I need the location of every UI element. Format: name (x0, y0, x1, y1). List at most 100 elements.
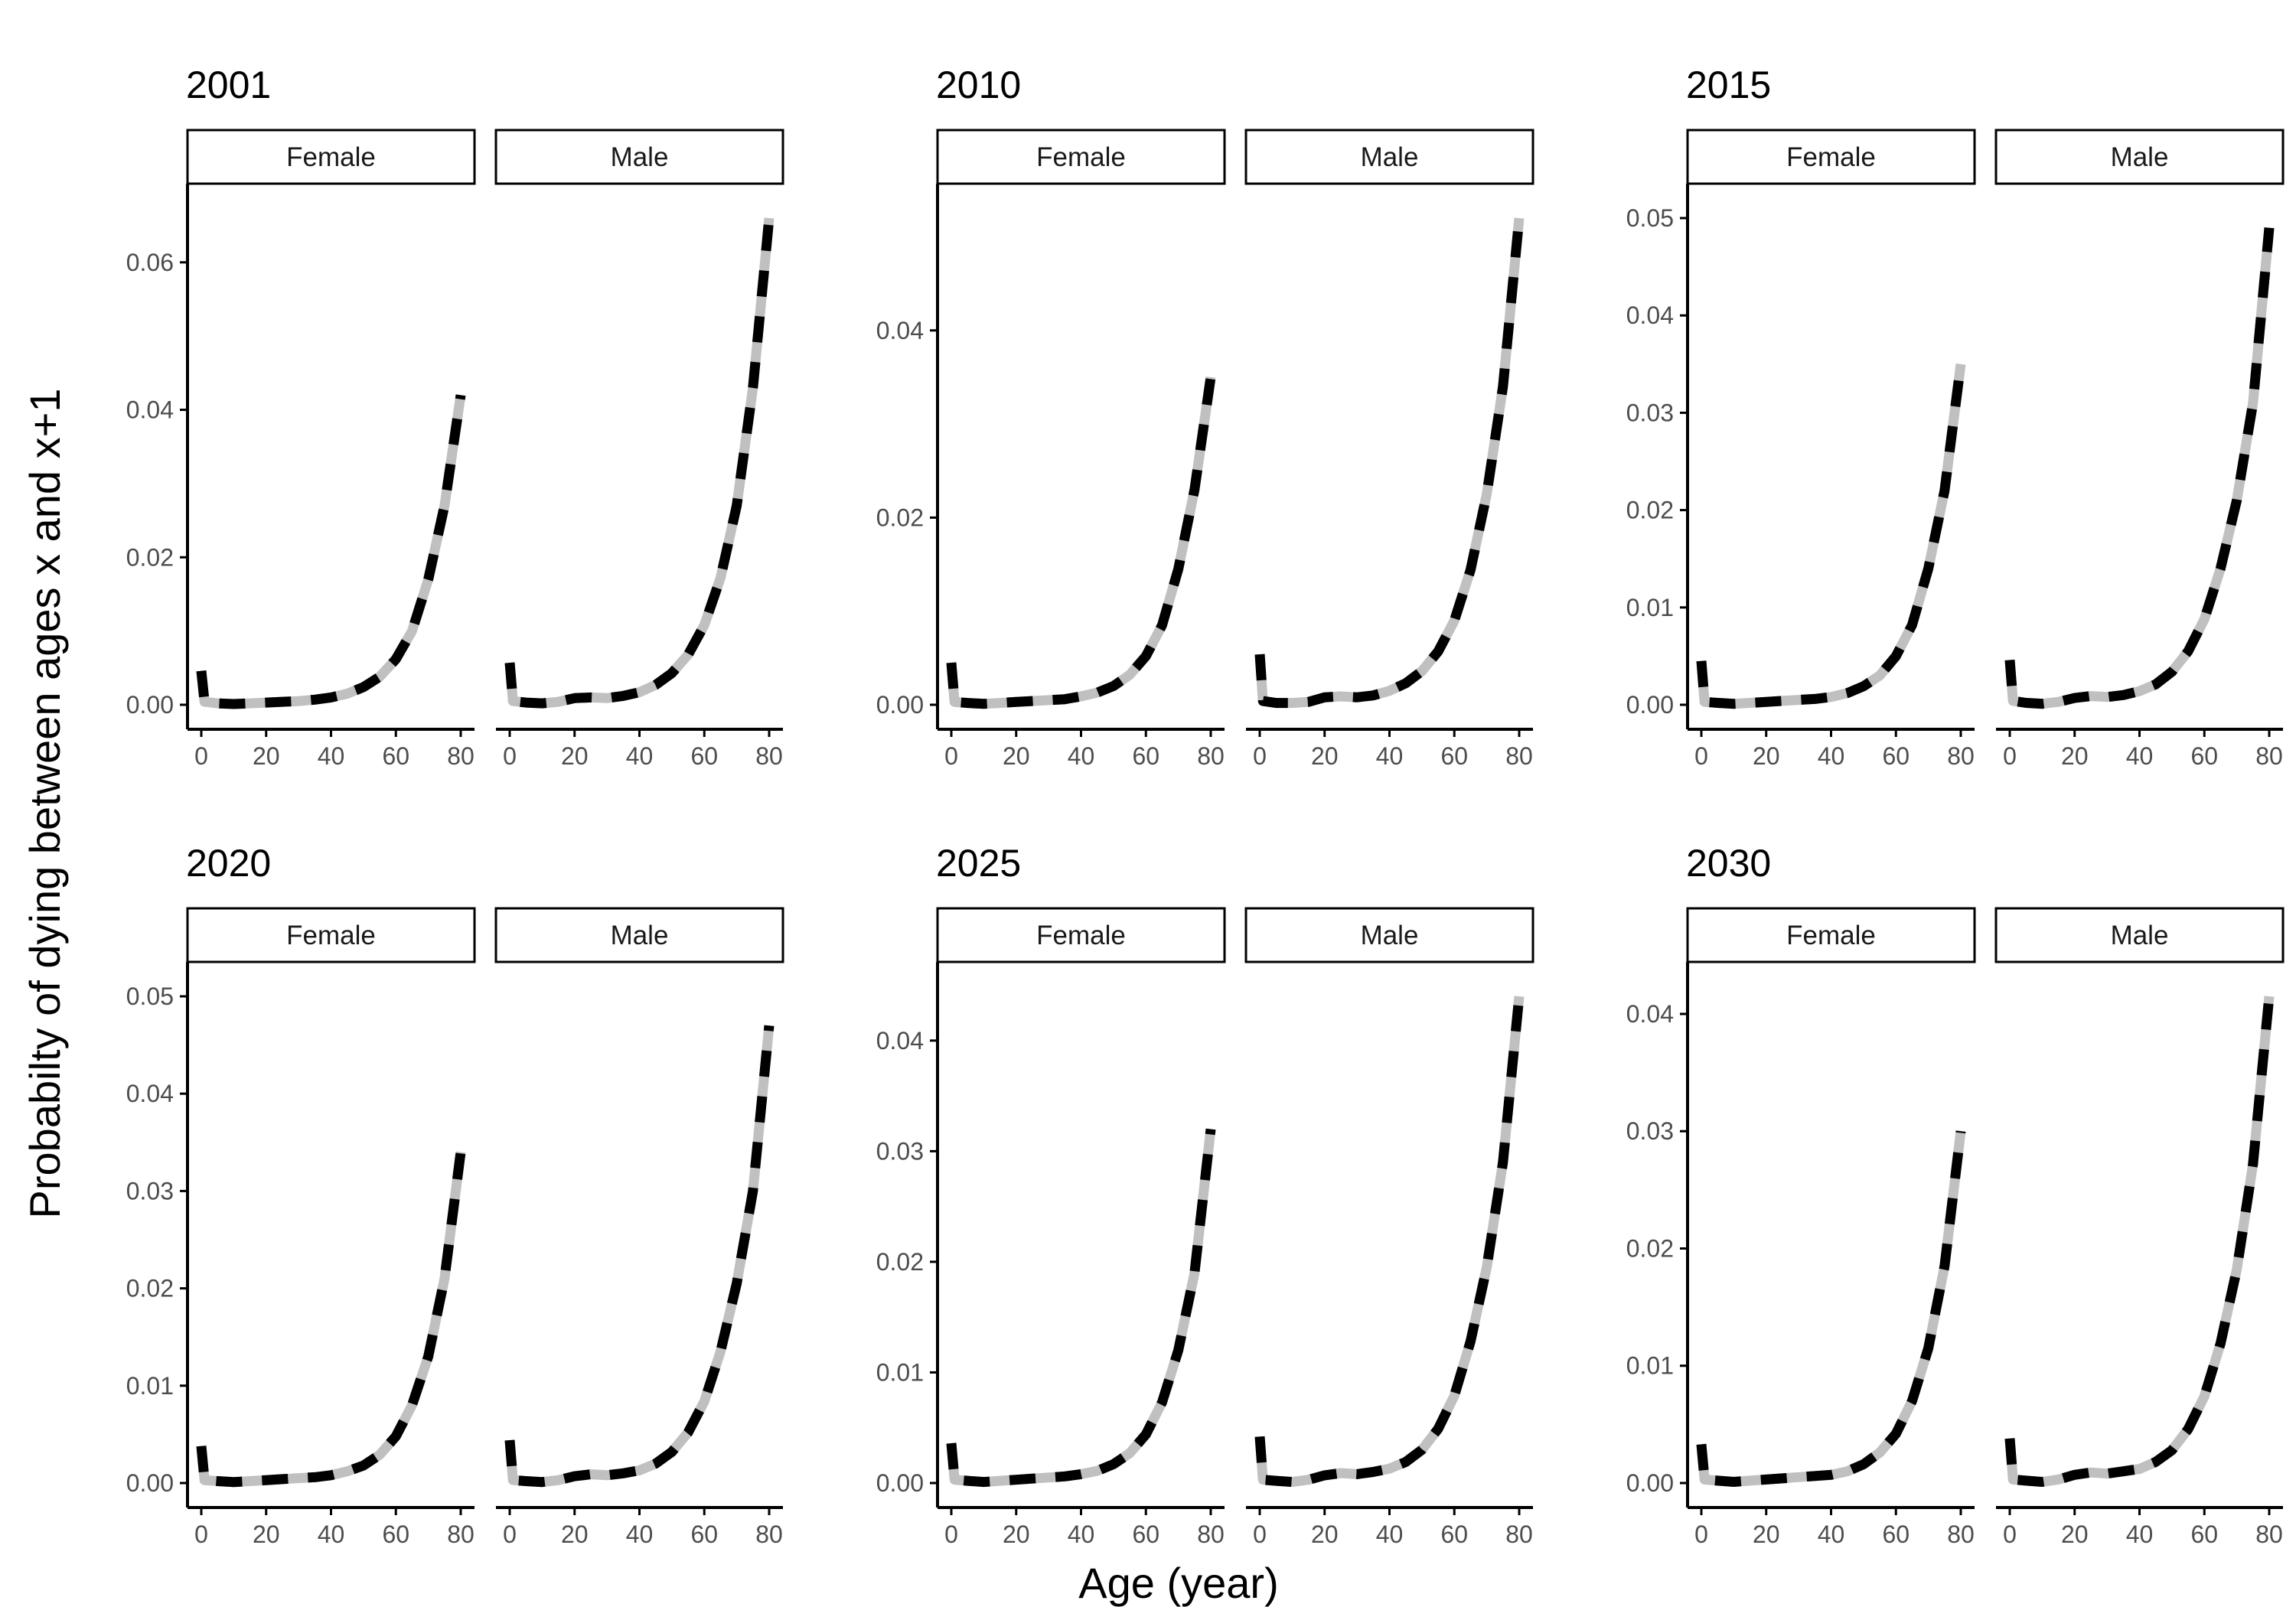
facet-strip (1686, 907, 1976, 963)
x-tick-label: 0 (194, 1521, 208, 1548)
x-tick-label: 80 (1947, 1521, 1975, 1548)
y-tick-label: 0.02 (126, 1275, 174, 1302)
x-tick-label: 40 (1818, 742, 1845, 770)
x-tick-label: 60 (382, 1521, 409, 1548)
y-tick-label: 0.04 (876, 317, 924, 344)
observed-line-female (946, 1128, 1216, 1488)
x-tick-label: 0 (1694, 1521, 1708, 1548)
observed-line-female (196, 1151, 466, 1488)
x-tick-label: 60 (1440, 742, 1468, 770)
facet-strip-label: Male (1361, 921, 1419, 950)
facet-strip-label: Female (1036, 921, 1126, 950)
panel-2015: 2015 0.00 0.01 0.02 0.03 0.04 0.05 Female 0 20 40 6… (1626, 64, 2285, 770)
facet-strip-label: Female (286, 921, 376, 950)
y-tick-label: 0.03 (1626, 399, 1674, 426)
x-tick-label: 80 (1505, 742, 1533, 770)
y-tick-label: 0.02 (876, 1248, 924, 1276)
y-tick-label: 0.05 (126, 983, 174, 1010)
y-tick-label: 0.04 (1626, 302, 1674, 329)
y-tick-label: 0.00 (126, 1469, 174, 1497)
x-tick-label: 40 (626, 742, 654, 770)
x-tick-label: 60 (1132, 742, 1159, 770)
y-tick-label: 0.00 (876, 1469, 924, 1497)
y-tick-label: 0.02 (126, 543, 174, 571)
x-tick-label: 0 (944, 1521, 958, 1548)
facet-strip-label: Female (1786, 921, 1876, 950)
x-tick-label: 40 (1376, 742, 1404, 770)
x-tick-label: 80 (2255, 1521, 2283, 1548)
panel-title: 2025 (936, 842, 1021, 885)
x-tick-label: 60 (1882, 1521, 1910, 1548)
facet-strip (186, 129, 476, 185)
panel-title: 2001 (186, 64, 271, 106)
panel-title: 2030 (1686, 842, 1771, 885)
x-tick-label: 40 (1818, 1521, 1845, 1548)
observed-line-male (504, 1025, 775, 1488)
panel-2025: 2025 0.00 0.01 0.02 0.03 0.04 Female 0 20 40 60 80 M… (876, 842, 1534, 1548)
x-tick-label: 0 (1694, 742, 1708, 770)
y-axis-title: Probabilty of dying between ages x and x… (21, 389, 69, 1219)
x-tick-label: 60 (2190, 742, 2218, 770)
x-tick-label: 40 (1068, 742, 1095, 770)
x-tick-label: 60 (1882, 742, 1910, 770)
panel-title: 2020 (186, 842, 271, 885)
y-tick-label: 0.00 (1626, 1469, 1674, 1497)
x-tick-label: 40 (318, 1521, 345, 1548)
facet-strip-label: Male (2111, 142, 2169, 172)
panel-title: 2010 (936, 64, 1021, 106)
x-tick-label: 0 (2003, 1521, 2017, 1548)
observed-line-male (1254, 217, 1525, 709)
facet-strip (936, 907, 1226, 963)
y-tick-label: 0.05 (1626, 204, 1674, 232)
x-tick-label: 0 (2003, 742, 2017, 770)
y-tick-label: 0.03 (126, 1177, 174, 1204)
facet-strip (1994, 907, 2285, 963)
y-tick-label: 0.04 (126, 1080, 174, 1107)
x-tick-label: 20 (253, 1521, 280, 1548)
x-tick-label: 20 (561, 742, 589, 770)
facet-strip (494, 129, 784, 185)
x-tick-label: 60 (2190, 1521, 2218, 1548)
panel-2030: 2030 0.00 0.01 0.02 0.03 0.04 Female 0 20 40 60 80 M… (1626, 842, 2285, 1548)
observed-line-female (196, 394, 466, 709)
panel-2020: 2020 0.00 0.01 0.02 0.03 0.04 0.05 Female 0 20 40 6… (126, 842, 784, 1548)
x-tick-label: 60 (1132, 1521, 1159, 1548)
x-tick-label: 80 (1505, 1521, 1533, 1548)
y-tick-label: 0.03 (1626, 1117, 1674, 1145)
observed-line-male (1254, 996, 1525, 1488)
x-tick-label: 20 (2061, 1521, 2089, 1548)
x-tick-label: 0 (1253, 1521, 1267, 1548)
y-tick-label: 0.01 (126, 1372, 174, 1400)
observed-line-male (2004, 227, 2275, 709)
facet-strip-label: Male (2111, 921, 2169, 950)
x-tick-label: 20 (1753, 742, 1780, 770)
x-tick-label: 20 (561, 1521, 589, 1548)
y-tick-label: 0.00 (876, 691, 924, 719)
y-tick-label: 0.04 (876, 1027, 924, 1054)
y-tick-label: 0.01 (876, 1358, 924, 1386)
x-tick-label: 0 (944, 742, 958, 770)
facet-strip-label: Male (611, 142, 669, 172)
x-tick-label: 80 (1197, 1521, 1225, 1548)
x-tick-label: 60 (690, 1521, 718, 1548)
observed-line-female (946, 376, 1216, 709)
facet-strip-label: Male (611, 921, 669, 950)
x-tick-label: 80 (1947, 742, 1975, 770)
facet-strip (1244, 129, 1534, 185)
x-tick-label: 60 (1440, 1521, 1468, 1548)
y-tick-label: 0.03 (876, 1137, 924, 1165)
x-tick-label: 60 (690, 742, 718, 770)
x-tick-label: 80 (2255, 742, 2283, 770)
x-tick-label: 20 (1003, 742, 1030, 770)
x-tick-label: 20 (1753, 1521, 1780, 1548)
facet-strip (1244, 907, 1534, 963)
observed-line-male (504, 217, 775, 709)
y-tick-label: 0.02 (1626, 497, 1674, 524)
facet-strip (1686, 129, 1976, 185)
facet-strip-label: Female (1786, 142, 1876, 172)
facet-strip-label: Female (1036, 142, 1126, 172)
x-tick-label: 20 (1311, 1521, 1339, 1548)
y-tick-label: 0.01 (1626, 1352, 1674, 1380)
y-tick-label: 0.01 (1626, 594, 1674, 621)
